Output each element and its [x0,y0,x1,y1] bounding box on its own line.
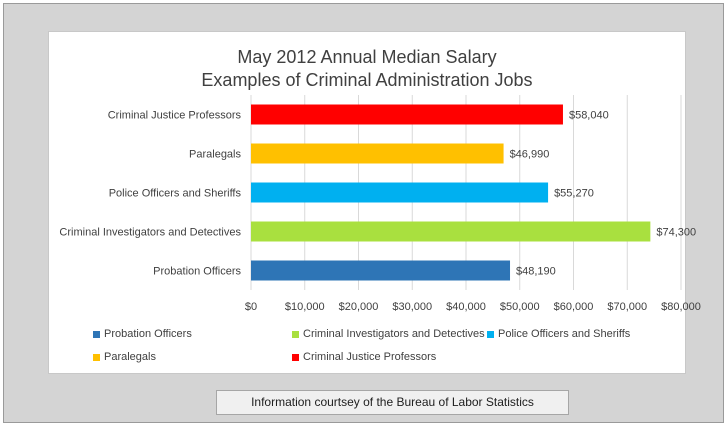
category-label: Criminal Justice Professors [108,110,242,122]
x-tick-label: $0 [245,301,257,313]
x-tick-label: $60,000 [554,301,594,313]
bar [251,221,651,242]
x-tick-label: $10,000 [285,301,325,313]
x-tick-label: $70,000 [607,301,647,313]
x-tick-label: $40,000 [446,301,486,313]
outer-frame: May 2012 Annual Median Salary Examples o… [3,3,724,423]
x-tick-label: $20,000 [339,301,379,313]
x-tick-label: $30,000 [392,301,432,313]
chart-subtitle: Examples of Criminal Administration Jobs [201,70,533,90]
data-label: $55,270 [554,188,594,200]
bar [251,104,563,125]
category-label: Criminal Investigators and Detectives [59,227,241,239]
data-label: $46,990 [510,149,550,161]
category-label: Probation Officers [153,266,241,278]
x-tick-label: $80,000 [661,301,701,313]
category-label: Police Officers and Sheriffs [109,188,242,200]
bar [251,143,504,164]
chart-panel: May 2012 Annual Median Salary Examples o… [48,31,701,374]
category-label: Paralegals [189,149,241,161]
data-label: $58,040 [569,110,609,122]
source-caption: Information courtsey of the Bureau of La… [216,390,569,415]
data-label: $74,300 [656,227,696,239]
x-tick-label: $50,000 [500,301,540,313]
bar [251,182,549,203]
bar [251,260,511,281]
data-label: $48,190 [516,266,556,278]
chart-title: May 2012 Annual Median Salary [237,47,497,67]
bar-chart: $0 $10,000 $20,000 $30,000 $40,000 $50,000 $60… [59,95,701,313]
